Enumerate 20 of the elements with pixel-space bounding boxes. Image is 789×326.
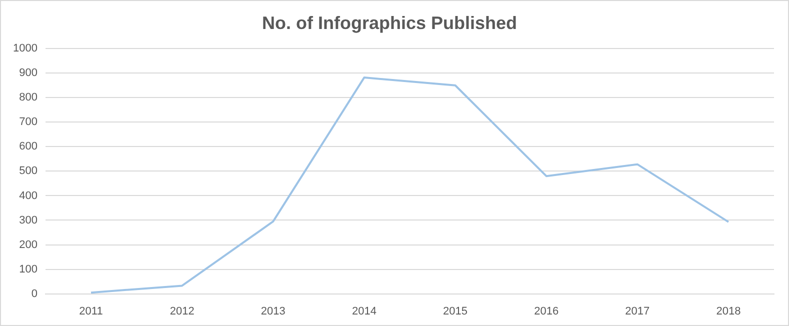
- x-tick-label: 2011: [79, 305, 103, 318]
- x-tick-label: 2015: [443, 305, 468, 318]
- y-tick-label: 300: [19, 214, 38, 226]
- chart-title: No. of Infographics Published: [262, 12, 518, 33]
- y-tick-label: 700: [19, 116, 38, 128]
- y-tick-label: 600: [19, 140, 38, 153]
- y-tick-label: 1000: [12, 42, 38, 55]
- y-tick-label: 0: [31, 288, 38, 300]
- x-tick-label: 2016: [534, 305, 559, 318]
- x-tick-label: 2012: [170, 305, 194, 318]
- x-tick-label: 2017: [625, 305, 650, 318]
- y-tick-label: 500: [19, 165, 38, 178]
- x-tick-label: 2013: [260, 305, 286, 318]
- x-tick-label: 2014: [352, 305, 376, 318]
- y-tick-label: 900: [19, 67, 38, 80]
- y-tick-label: 200: [19, 238, 38, 251]
- y-tick-label: 400: [19, 190, 38, 202]
- x-tick-label: 2018: [716, 305, 741, 318]
- y-tick-label: 800: [19, 92, 38, 104]
- y-tick-label: 100: [19, 263, 38, 276]
